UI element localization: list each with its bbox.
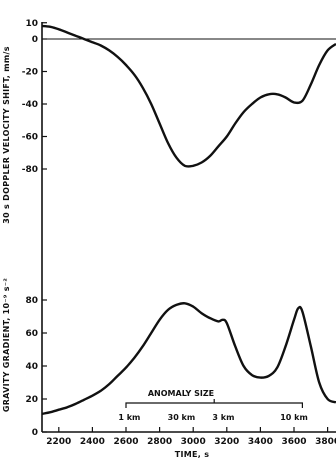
gravity-y-tick-label: 20 bbox=[25, 395, 38, 405]
x-tick-label: 2600 bbox=[113, 437, 138, 447]
doppler-y-tick-label: -20 bbox=[22, 68, 38, 78]
x-tick-label: 3400 bbox=[248, 437, 273, 447]
x-axis-title: TIME, s bbox=[175, 450, 210, 459]
anomaly-size-label: 30 km bbox=[168, 413, 196, 422]
anomaly-size-label: 1 km bbox=[118, 413, 140, 422]
gravity-y-tick-label: 40 bbox=[25, 362, 38, 372]
gravity-y-tick-label: 60 bbox=[25, 329, 38, 339]
x-tick-label: 3600 bbox=[281, 437, 306, 447]
gravity-series-line bbox=[41, 302, 336, 416]
anomaly-size-bracket bbox=[125, 402, 303, 408]
gravity-panel: 0 20 40 60 80 2200 2400 2600 2800 3000 3200 3400 360… bbox=[25, 276, 336, 447]
gravity-y-axis-title: GRAVITY GRADIENT, 10⁻⁹ s⁻² bbox=[2, 278, 11, 413]
x-tick-label: 3800 bbox=[315, 437, 336, 447]
doppler-y-tick-label: -40 bbox=[22, 100, 38, 110]
doppler-series-line bbox=[41, 24, 336, 168]
doppler-y-axis-title: 30 s DOPPLER VELOCITY SHIFT, mm/s bbox=[2, 46, 11, 224]
anomaly-size-label: 10 km bbox=[280, 413, 308, 422]
doppler-panel: 10 0 -20 -40 -60 -80 bbox=[22, 19, 336, 276]
x-tick-label: 2800 bbox=[147, 437, 172, 447]
x-tick-label: 3200 bbox=[214, 437, 239, 447]
gravity-y-tick-label: 80 bbox=[25, 296, 38, 306]
gravity-y-tick-label: 0 bbox=[32, 428, 38, 438]
doppler-y-tick-label: 10 bbox=[25, 19, 38, 29]
anomaly-size-title: ANOMALY SIZE bbox=[148, 389, 214, 398]
x-tick-label: 2400 bbox=[80, 437, 105, 447]
x-tick-label: 3000 bbox=[181, 437, 206, 447]
anomaly-size-label: 3 km bbox=[212, 413, 234, 422]
x-tick-label: 2200 bbox=[46, 437, 71, 447]
doppler-y-tick-label: 0 bbox=[32, 35, 38, 45]
doppler-y-tick-label: -60 bbox=[22, 133, 38, 143]
doppler-y-tick-label: -80 bbox=[22, 165, 38, 175]
